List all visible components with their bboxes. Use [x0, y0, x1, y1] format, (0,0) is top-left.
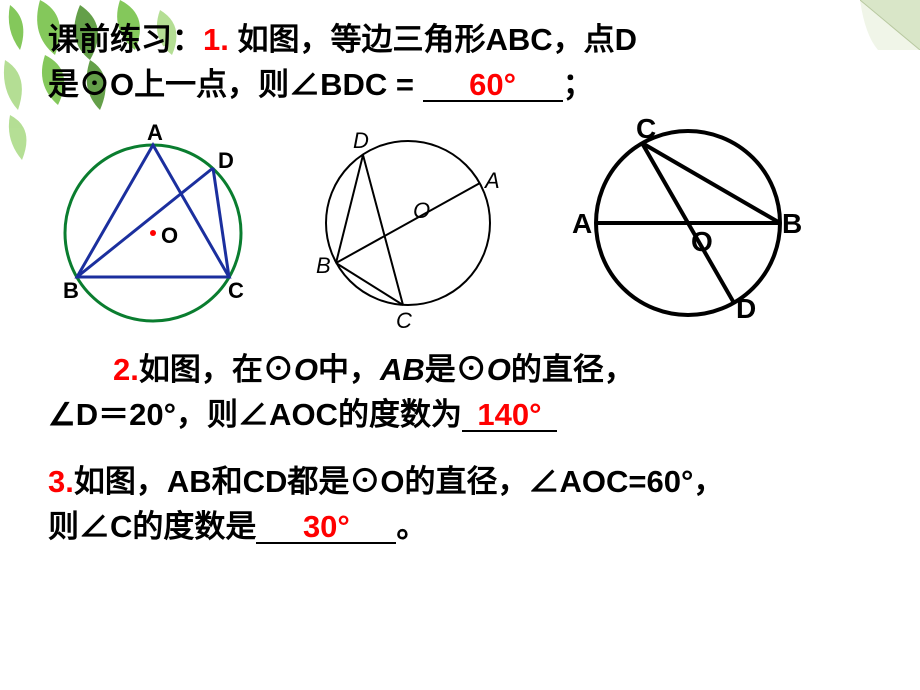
q2-text-a: 如图，在⊙ — [139, 352, 294, 387]
q3-line1: 3.如图，AB和CD都是⊙O的直径，∠AOC=60°， — [48, 460, 885, 505]
q2-number: 2. — [113, 352, 139, 387]
svg-text:A: A — [572, 208, 592, 239]
q2-text-c: 是⊙ — [425, 352, 487, 387]
q1-line2: 是⊙O上一点，则∠BDC = 60° ； — [48, 63, 885, 108]
q1-number: 1. — [203, 22, 229, 57]
q2-O2: O — [487, 352, 511, 387]
diagram-2: D A O B C — [298, 113, 518, 333]
diagram-1: A D O B C — [48, 113, 258, 333]
q2-answer: 140° — [477, 397, 541, 432]
q2-O1: O — [294, 352, 318, 387]
q3-text-a: 如图，AB和CD都是⊙O的直径，∠AOC=60°， — [74, 464, 725, 499]
svg-text:D: D — [218, 148, 234, 173]
q3-line2: 则∠C的度数是 30° 。 — [48, 505, 885, 550]
q1-text-b: 是⊙O上一点，则∠BDC = — [48, 67, 423, 102]
q2-text-b: 中， — [318, 352, 380, 387]
svg-text:C: C — [396, 308, 412, 333]
q2-line2: ∠D＝20°，则∠AOC的度数为 140° — [48, 393, 885, 438]
q2-line1: 2.如图，在⊙O中，AB是⊙O的直径， — [48, 348, 885, 393]
q3-tail: 。 — [396, 509, 427, 544]
q1-text-a: 如图，等边三角形ABC，点D — [229, 22, 637, 57]
svg-text:D: D — [736, 293, 756, 324]
svg-text:A: A — [483, 168, 500, 193]
svg-text:B: B — [63, 278, 79, 303]
svg-text:C: C — [636, 113, 656, 144]
q3-blank: 30° — [256, 511, 396, 544]
svg-text:O: O — [161, 223, 178, 248]
page-corner — [860, 0, 920, 50]
svg-text:D: D — [353, 128, 369, 153]
q2-text-d: 的直径， — [511, 352, 635, 387]
svg-text:O: O — [413, 198, 430, 223]
svg-text:A: A — [147, 120, 163, 145]
q1-line1: 课前练习：1. 如图，等边三角形ABC，点D — [48, 18, 885, 63]
q1-tail: ； — [563, 67, 594, 102]
diagrams-row: A D O B C D A O B C — [48, 113, 885, 333]
svg-text:C: C — [228, 278, 244, 303]
svg-text:B: B — [782, 208, 802, 239]
q3-text-b: 则∠C的度数是 — [48, 509, 256, 544]
q1-answer: 60° — [469, 67, 516, 102]
q2-text-e: ∠D＝20°，则∠AOC的度数为 — [48, 397, 462, 432]
q1-prefix: 课前练习： — [48, 22, 203, 57]
q3-answer: 30° — [303, 509, 350, 544]
q3-number: 3. — [48, 464, 74, 499]
q2-AB: AB — [380, 352, 425, 387]
svg-text:B: B — [316, 253, 331, 278]
q2-blank: 140° — [462, 399, 557, 432]
q1-blank: 60° — [423, 69, 563, 102]
diagram-3: C A O B D — [558, 113, 808, 333]
svg-text:O: O — [691, 226, 713, 257]
